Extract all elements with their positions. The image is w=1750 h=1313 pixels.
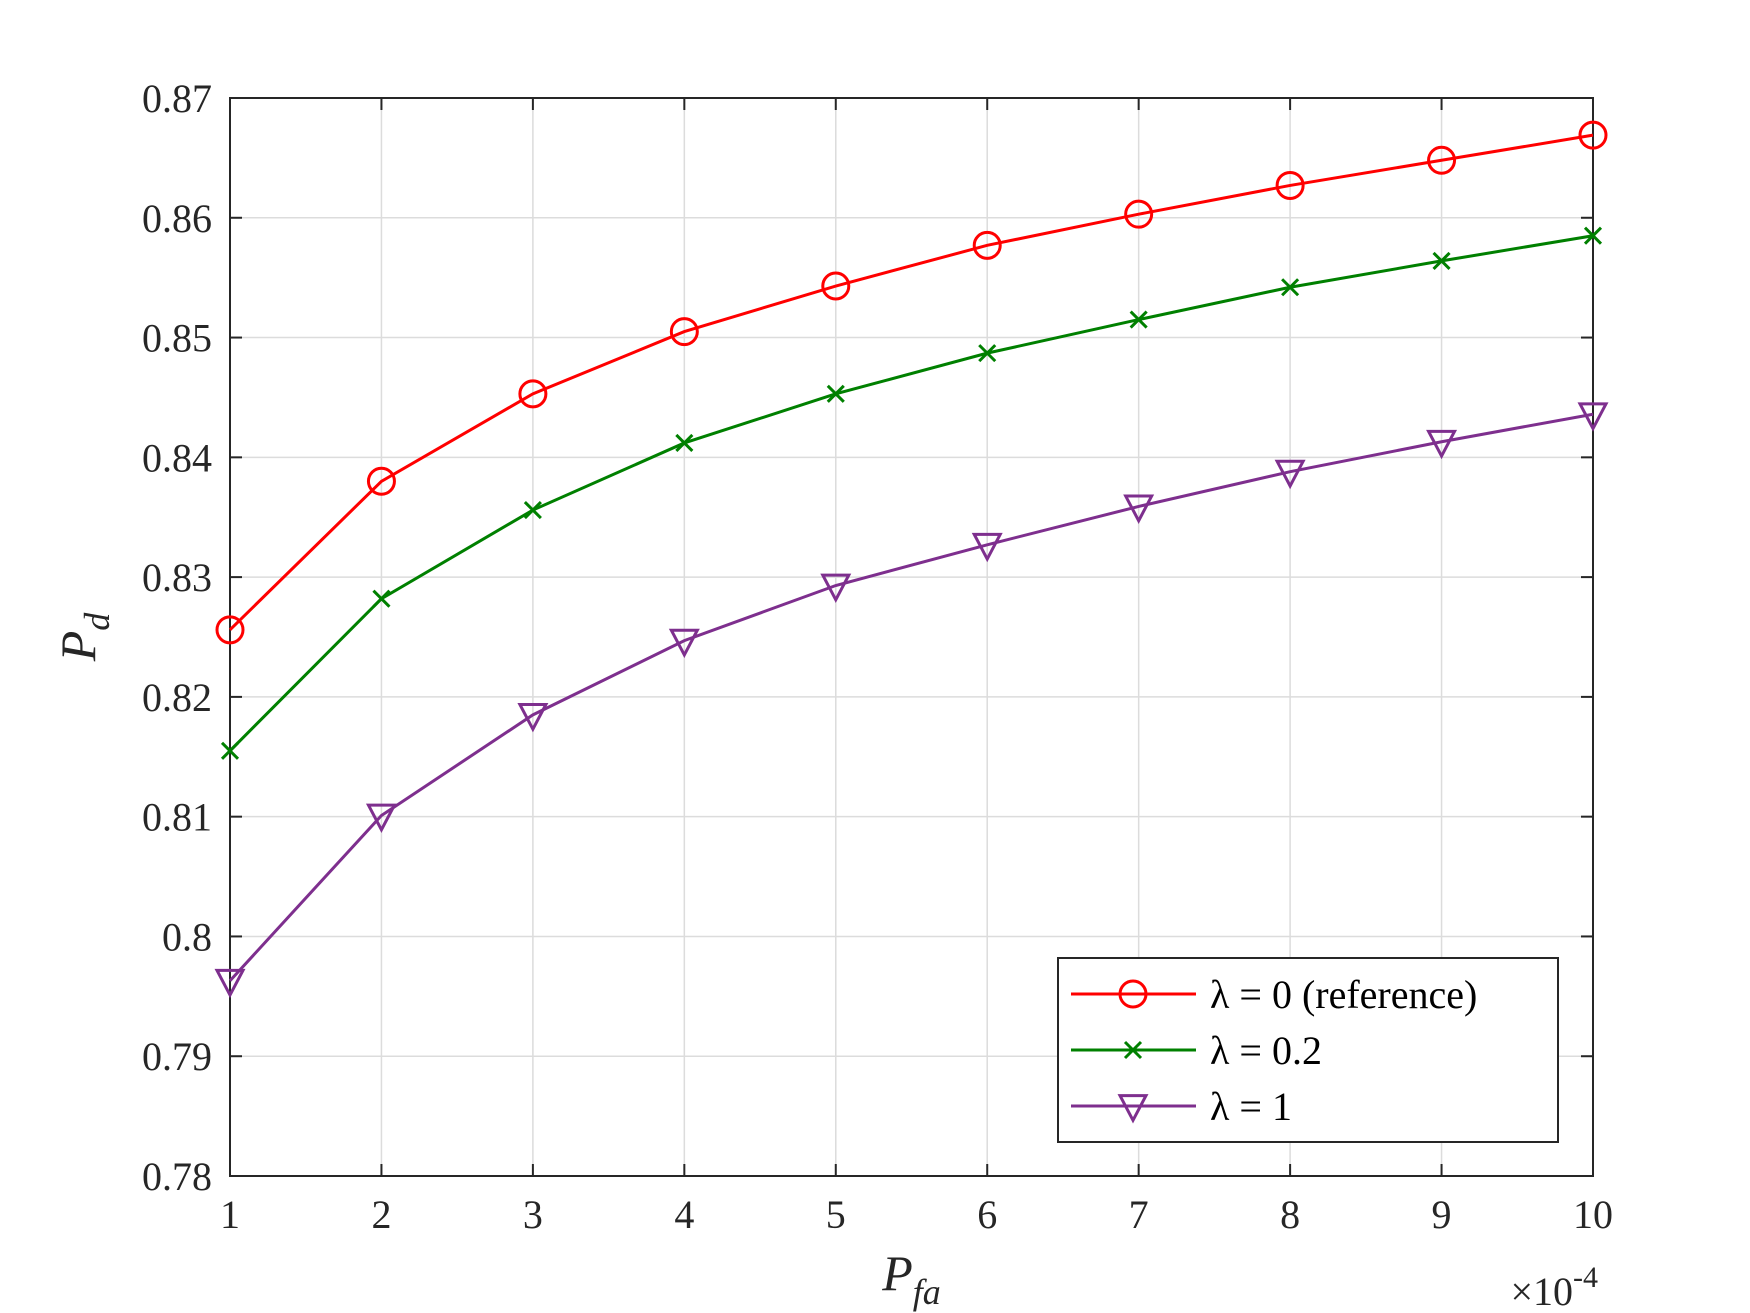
x-axis-multiplier-base: ×10 bbox=[1510, 1269, 1573, 1313]
data-point bbox=[978, 344, 997, 363]
data-point bbox=[1281, 278, 1300, 297]
data-point bbox=[820, 573, 852, 604]
y-tick-label: 0.78 bbox=[142, 1154, 212, 1199]
data-point bbox=[1124, 199, 1154, 229]
x-axis-label-main: P bbox=[881, 1245, 913, 1301]
legend-label: λ = 1 bbox=[1210, 1084, 1292, 1129]
series-2 bbox=[214, 402, 1609, 999]
x-tick-label: 5 bbox=[826, 1192, 846, 1237]
legend: λ = 0 (reference) λ = 0.2 λ = 1 bbox=[1057, 957, 1559, 1143]
x-tick-label: 9 bbox=[1432, 1192, 1452, 1237]
plot-frame bbox=[229, 97, 1594, 1177]
data-point bbox=[1578, 120, 1608, 150]
x-tick-label: 2 bbox=[371, 1192, 391, 1237]
x-axis-label-sub: fa bbox=[913, 1272, 941, 1312]
y-tick-label: 0.85 bbox=[142, 316, 212, 361]
x-tick-label: 6 bbox=[977, 1192, 997, 1237]
y-axis-label-main: P bbox=[50, 631, 106, 663]
legend-swatch-marker bbox=[1117, 1094, 1149, 1124]
x-tick-label: 1 bbox=[220, 1192, 240, 1237]
data-point bbox=[1123, 494, 1155, 524]
legend-label: λ = 0 (reference) bbox=[1210, 972, 1477, 1017]
y-axis-label-sub: d bbox=[77, 612, 117, 631]
x-axis-multiplier-exponent: -4 bbox=[1573, 1261, 1598, 1294]
data-point bbox=[675, 433, 694, 453]
legend-swatch-marker bbox=[1123, 1040, 1143, 1060]
x-axis-multiplier: ×10-4 bbox=[1510, 1261, 1598, 1313]
x-tick-label: 7 bbox=[1129, 1192, 1149, 1237]
data-point bbox=[366, 466, 396, 496]
data-point bbox=[821, 271, 851, 301]
data-point bbox=[826, 384, 845, 403]
legend-item: λ = 1 bbox=[1071, 1084, 1292, 1129]
x-tick-label: 10 bbox=[1573, 1192, 1613, 1237]
y-tick-label: 0.82 bbox=[142, 675, 212, 720]
series-1 bbox=[220, 226, 1603, 760]
y-tick-label: 0.8 bbox=[162, 914, 212, 959]
data-point bbox=[1432, 251, 1451, 270]
legend-swatch-marker bbox=[1118, 979, 1148, 1009]
data-point bbox=[517, 702, 549, 733]
data-point bbox=[1129, 310, 1148, 329]
data-point bbox=[365, 803, 397, 833]
y-axis-label: Pd bbox=[50, 612, 117, 663]
data-point bbox=[1274, 459, 1306, 490]
data-point bbox=[1427, 145, 1457, 175]
data-point bbox=[1577, 402, 1609, 432]
data-point bbox=[669, 317, 699, 347]
y-tick-label: 0.87 bbox=[142, 76, 212, 121]
axis-ticks: 1 2 3 4 5 6 7 8 9 10 0.78 0.79 0.8 0.81 0.82 0.83 0.84 0.… bbox=[142, 76, 1613, 1237]
data-point bbox=[215, 615, 245, 645]
data-point bbox=[972, 230, 1002, 260]
legend-item: λ = 0 (reference) bbox=[1071, 972, 1477, 1017]
series-line bbox=[228, 234, 1594, 752]
y-tick-label: 0.83 bbox=[142, 555, 212, 600]
data-point bbox=[518, 379, 548, 409]
legend-item: λ = 0.2 bbox=[1071, 1028, 1322, 1073]
y-tick-label: 0.86 bbox=[142, 196, 212, 241]
x-tick-label: 4 bbox=[674, 1192, 694, 1237]
data-point bbox=[523, 500, 542, 520]
y-tick-label: 0.81 bbox=[142, 795, 212, 840]
x-tick-label: 3 bbox=[523, 1192, 543, 1237]
series-line bbox=[228, 412, 1594, 982]
data-point bbox=[220, 741, 240, 760]
data-point bbox=[668, 628, 700, 659]
data-point bbox=[971, 532, 1003, 563]
data-point bbox=[1275, 170, 1305, 200]
legend-label: λ = 0.2 bbox=[1210, 1028, 1322, 1073]
data-point bbox=[214, 968, 246, 999]
series-0 bbox=[215, 120, 1608, 645]
data-point bbox=[372, 589, 391, 608]
x-axis-label: Pfa bbox=[881, 1245, 941, 1312]
y-tick-label: 0.84 bbox=[142, 435, 212, 480]
series-line bbox=[228, 133, 1594, 631]
y-tick-label: 0.79 bbox=[142, 1034, 212, 1079]
x-tick-label: 8 bbox=[1280, 1192, 1300, 1237]
data-point bbox=[1583, 226, 1603, 245]
data-point bbox=[1426, 429, 1458, 460]
data-series bbox=[214, 120, 1609, 999]
